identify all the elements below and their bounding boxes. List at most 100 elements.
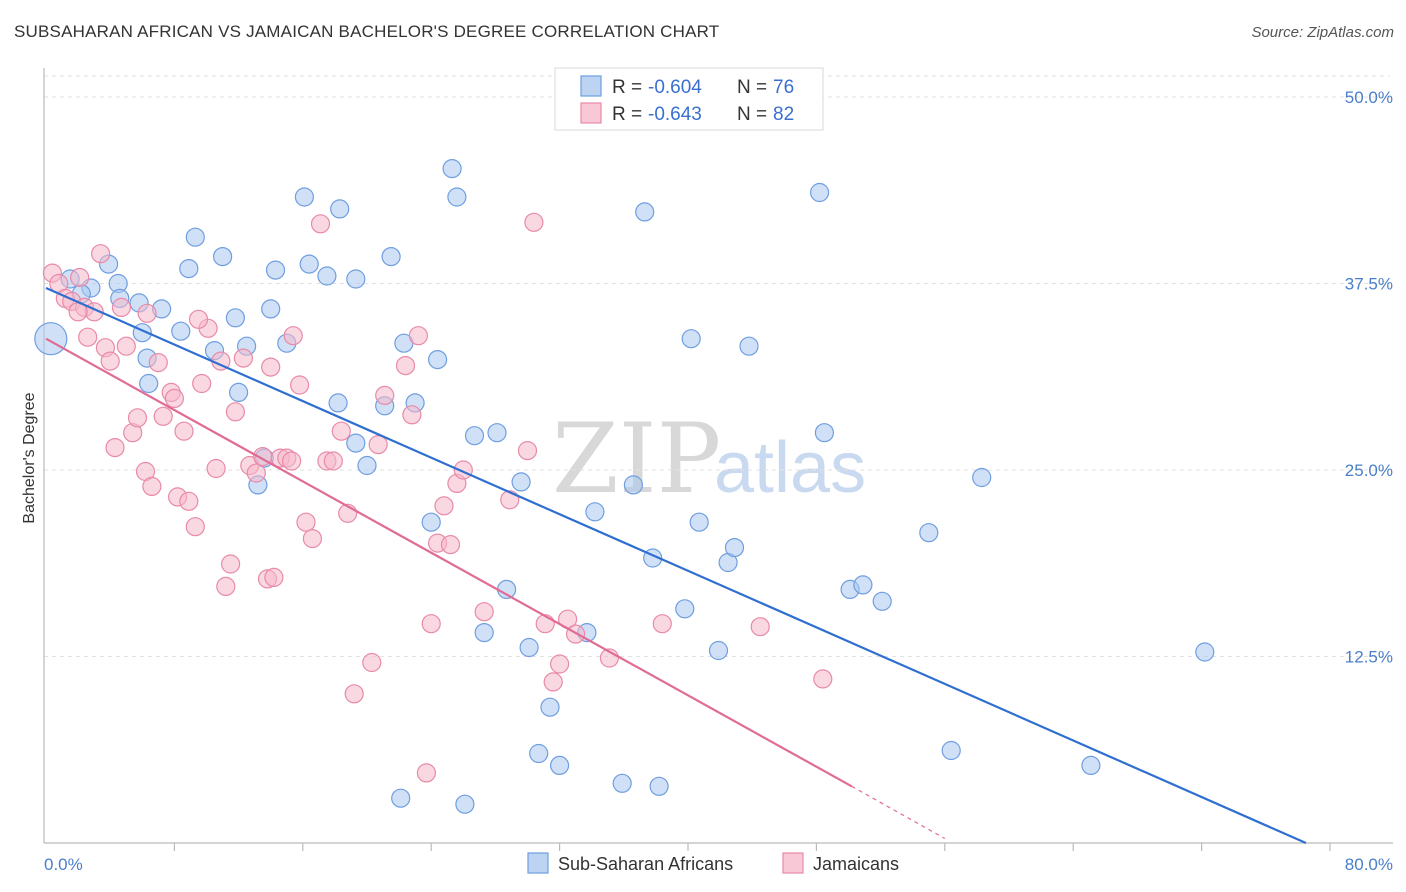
point-sub-saharan <box>299 254 319 274</box>
point-jamaican <box>127 408 148 428</box>
point-jamaican <box>264 567 284 588</box>
point-sub-saharan <box>708 640 729 661</box>
point-jamaican <box>421 614 441 634</box>
trend-line-sub-saharan <box>45 286 1307 845</box>
y-tick-label: 12.5% <box>1345 648 1393 667</box>
point-jamaican <box>188 309 209 329</box>
point-sub-saharan <box>455 794 475 814</box>
point-jamaican <box>137 303 157 323</box>
point-sub-saharan <box>185 227 205 247</box>
legend-r-value-1: -0.604 <box>648 77 702 98</box>
legend-n-value-1: 76 <box>773 77 794 98</box>
point-sub-saharan <box>519 637 539 658</box>
point-sub-saharan <box>428 350 448 370</box>
point-sub-saharan <box>540 697 560 717</box>
legend-r-value-2: -0.643 <box>648 104 702 125</box>
point-jamaican <box>549 654 570 674</box>
point-jamaican <box>153 406 173 426</box>
series-jamaican-points <box>42 212 833 783</box>
point-jamaican <box>221 554 241 574</box>
point-sub-saharan <box>421 512 441 532</box>
point-sub-saharan <box>681 329 701 349</box>
point-sub-saharan <box>442 159 462 179</box>
point-sub-saharan <box>511 472 531 492</box>
point-jamaican <box>179 491 199 511</box>
point-jamaican <box>246 463 266 483</box>
point-jamaican <box>233 348 253 368</box>
bottom-legend-swatch-sub-saharan <box>527 852 549 874</box>
point-sub-saharan <box>689 512 709 532</box>
point-jamaican <box>368 435 388 455</box>
point-jamaican <box>331 421 351 441</box>
point-jamaican <box>174 421 194 441</box>
point-sub-saharan <box>346 433 366 453</box>
point-sub-saharan <box>330 199 350 219</box>
point-jamaican <box>474 602 494 622</box>
point-jamaican <box>111 297 132 317</box>
point-sub-saharan <box>328 393 348 413</box>
point-sub-saharan <box>872 591 892 611</box>
bottom-legend-swatch-jamaican <box>782 852 804 874</box>
chart-source: Source: ZipAtlas.com <box>1251 24 1394 41</box>
point-jamaican <box>524 212 544 232</box>
point-sub-saharan <box>474 622 494 643</box>
point-jamaican <box>395 356 416 376</box>
point-sub-saharan <box>487 423 507 443</box>
point-jamaican <box>206 458 226 479</box>
point-jamaican <box>416 763 436 783</box>
point-sub-saharan <box>294 187 314 207</box>
point-sub-saharan <box>139 373 159 394</box>
legend-swatch-jamaican <box>580 102 602 124</box>
point-sub-saharan <box>381 247 401 267</box>
point-sub-saharan <box>549 755 570 776</box>
point-sub-saharan <box>179 259 199 279</box>
point-sub-saharan <box>1195 642 1215 662</box>
point-jamaican <box>543 672 563 692</box>
point-jamaican <box>116 336 136 356</box>
point-sub-saharan <box>464 426 485 446</box>
point-sub-saharan <box>919 523 939 543</box>
point-jamaican <box>344 684 364 704</box>
point-jamaican <box>164 388 184 408</box>
point-sub-saharan <box>529 743 549 764</box>
trend-line-jamaican-extension <box>851 785 946 840</box>
point-sub-saharan <box>265 260 286 280</box>
point-jamaican <box>105 438 125 458</box>
point-sub-saharan <box>809 182 830 203</box>
point-jamaican <box>290 375 310 395</box>
point-jamaican <box>70 267 90 288</box>
point-sub-saharan <box>34 322 68 356</box>
legend-swatch-sub-saharan <box>580 75 602 97</box>
point-jamaican <box>261 357 281 377</box>
trend-lines <box>45 286 1307 845</box>
point-jamaican <box>302 528 322 549</box>
point-jamaican <box>500 490 520 510</box>
trend-line-jamaican <box>45 337 853 788</box>
point-jamaican <box>402 405 422 425</box>
point-jamaican <box>750 617 770 637</box>
point-sub-saharan <box>317 266 337 286</box>
point-jamaican <box>216 576 236 597</box>
bottom-legend-label-jamaican: Jamaicans <box>813 854 899 874</box>
point-jamaican <box>517 441 538 461</box>
point-sub-saharan <box>225 308 245 328</box>
point-sub-saharan <box>623 475 644 495</box>
point-jamaican <box>192 373 212 394</box>
point-jamaican <box>362 652 382 673</box>
watermark-atlas: atlas <box>714 428 866 508</box>
point-jamaican <box>296 512 316 532</box>
legend-n-label-2: N = <box>737 104 767 125</box>
y-tick-label: 50.0% <box>1345 88 1393 107</box>
point-jamaican <box>78 327 98 347</box>
point-jamaican <box>282 451 302 471</box>
legend-r-label-2: R = <box>612 104 642 125</box>
point-jamaican <box>813 669 833 689</box>
chart-title: SUBSAHARAN AFRICAN VS JAMAICAN BACHELOR'… <box>14 22 720 41</box>
x-tick-label-min: 0.0% <box>44 855 83 874</box>
watermark-zip: ZIP <box>552 403 721 515</box>
point-jamaican <box>283 326 303 346</box>
y-tick-label: 25.0% <box>1345 461 1393 480</box>
point-sub-saharan <box>346 269 366 289</box>
legend-box: R = -0.604 N = 76 R = -0.643 N = 82 <box>554 67 824 131</box>
